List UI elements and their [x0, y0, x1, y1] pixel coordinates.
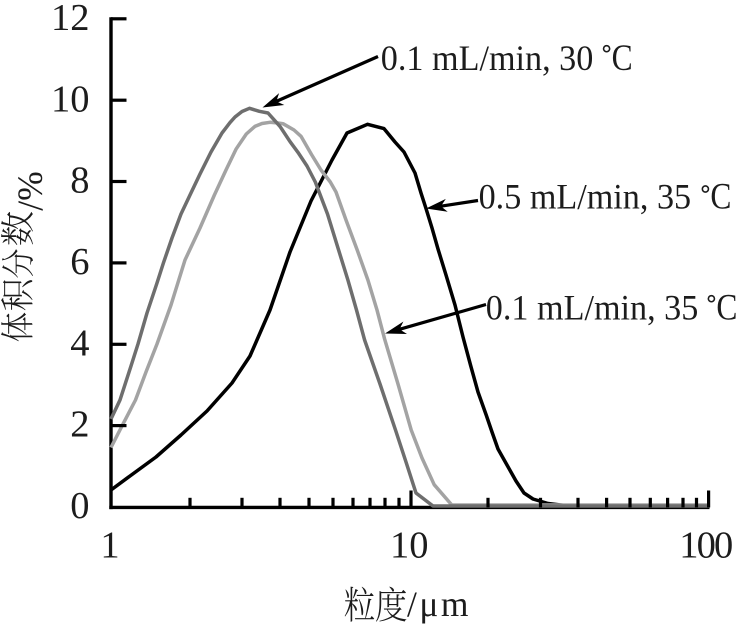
svg-text:6: 6: [70, 241, 89, 283]
svg-text:C: C: [612, 38, 633, 79]
svg-text:1: 1: [100, 524, 119, 566]
svg-text:10: 10: [51, 78, 90, 120]
svg-text:2: 2: [70, 404, 89, 446]
svg-text:12: 12: [51, 0, 90, 39]
svg-text:100: 100: [679, 524, 733, 566]
svg-text:8: 8: [70, 160, 89, 202]
svg-text:4: 4: [70, 322, 89, 364]
svg-text:0.5 mL/min, 35: 0.5 mL/min, 35: [479, 177, 691, 217]
svg-text:0: 0: [70, 485, 89, 527]
svg-text:10: 10: [390, 524, 429, 566]
svg-text:/%: /%: [10, 171, 50, 210]
svg-text:0.1 mL/min, 30: 0.1 mL/min, 30: [381, 38, 594, 78]
svg-text:C: C: [716, 287, 737, 328]
svg-text:C: C: [710, 177, 731, 218]
svg-text:/μm: /μm: [407, 584, 471, 624]
svg-text:0.1 mL/min, 35: 0.1 mL/min, 35: [486, 287, 699, 327]
